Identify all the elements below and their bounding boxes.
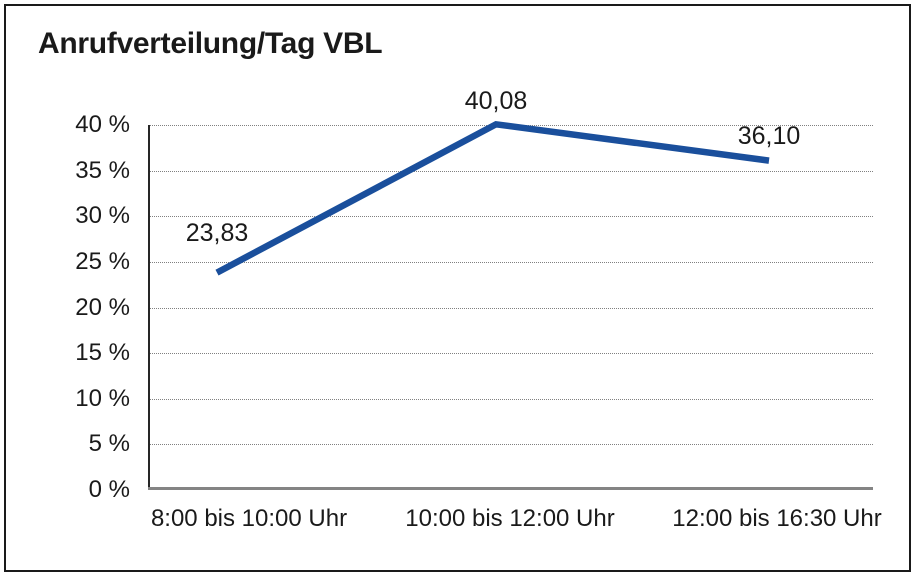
y-axis-tick-label: 30 % xyxy=(75,202,130,230)
gridline xyxy=(148,444,873,446)
y-axis-tick-label: 15 % xyxy=(75,339,130,367)
chart-title: Anrufverteilung/Tag VBL xyxy=(38,27,383,60)
x-axis-category-label: 12:00 bis 16:30 Uhr xyxy=(672,505,882,532)
y-axis-tick-label: 20 % xyxy=(75,293,130,321)
gridline xyxy=(148,261,873,263)
plot-area: 0 % 5 % 10 % 15 % 20 % 25 % 30 % 35 % 40 % 23,83… xyxy=(75,87,881,532)
y-axis-tick-label: 10 % xyxy=(75,384,130,412)
gridline xyxy=(148,353,873,355)
x-axis-category-label: 8:00 bis 10:00 Uhr xyxy=(150,505,348,532)
y-axis-tick-label: 0 % xyxy=(88,476,130,503)
gridline xyxy=(148,216,873,218)
data-point-label: 23,83 xyxy=(185,218,249,247)
x-axis-baseline xyxy=(148,487,873,490)
data-point-label: 36,10 xyxy=(737,121,801,150)
gridline xyxy=(148,398,873,400)
chart-outer-border xyxy=(4,4,911,572)
line-series-svg xyxy=(215,120,770,276)
series-line xyxy=(215,120,770,276)
data-point-label: 40,08 xyxy=(464,87,528,116)
y-axis-tick-label: 25 % xyxy=(75,247,130,275)
y-axis-tick-label: 35 % xyxy=(75,156,130,184)
y-axis-tick-label: 40 % xyxy=(75,111,130,138)
y-axis-tick-label: 5 % xyxy=(88,430,130,458)
gridline xyxy=(148,170,873,172)
gridline xyxy=(148,307,873,309)
x-axis-category-label: 10:00 bis 12:00 Uhr xyxy=(405,505,615,532)
y-axis-line xyxy=(148,125,150,490)
